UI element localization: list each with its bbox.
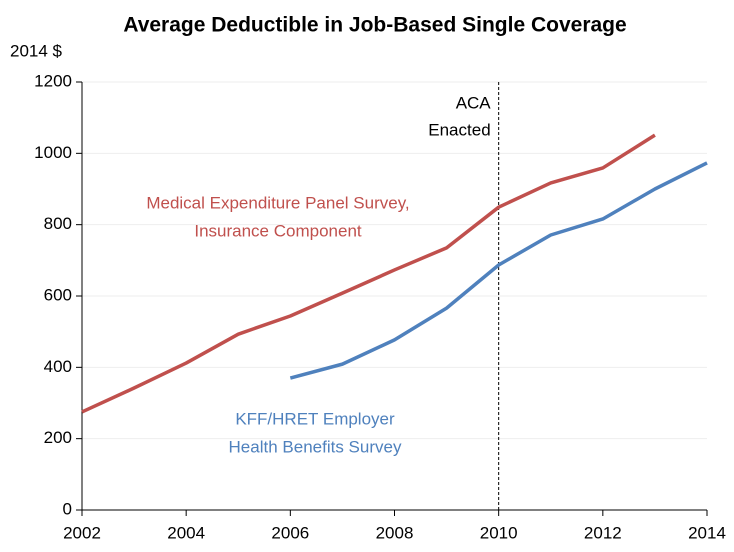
- y-tick-label: 0: [63, 499, 72, 518]
- y-tick-label: 800: [44, 214, 72, 233]
- series-label: Medical Expenditure Panel Survey,: [146, 193, 409, 212]
- chart-title: Average Deductible in Job-Based Single C…: [123, 14, 626, 37]
- series-label: Health Benefits Survey: [229, 437, 402, 456]
- annotation-text: Enacted: [428, 120, 490, 139]
- line-series: [81, 133, 656, 414]
- line-series: [289, 161, 708, 380]
- y-tick-label: 1200: [34, 71, 72, 90]
- y-tick-label: 200: [44, 428, 72, 447]
- x-tick-label: 2002: [63, 523, 101, 542]
- series-label: Insurance Component: [194, 221, 362, 240]
- annotation-text: ACA: [456, 93, 492, 112]
- y-tick-label: 400: [44, 357, 72, 376]
- x-tick-label: 2010: [480, 523, 518, 542]
- x-tick-label: 2014: [688, 523, 726, 542]
- x-tick-label: 2012: [584, 523, 622, 542]
- x-tick-label: 2008: [376, 523, 414, 542]
- y-tick-label: 600: [44, 285, 72, 304]
- series-label: KFF/HRET Employer: [235, 409, 395, 428]
- x-tick-label: 2006: [271, 523, 309, 542]
- y-axis-label: 2014 $: [10, 41, 63, 60]
- y-tick-label: 1000: [34, 143, 72, 162]
- x-tick-label: 2004: [167, 523, 205, 542]
